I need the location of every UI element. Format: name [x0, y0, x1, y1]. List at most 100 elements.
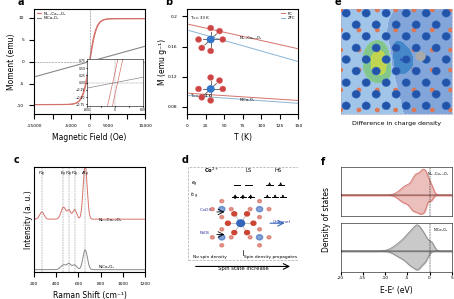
X-axis label: Raman Shift (cm⁻¹): Raman Shift (cm⁻¹) — [53, 291, 127, 299]
Circle shape — [430, 68, 435, 72]
Circle shape — [338, 28, 343, 32]
Circle shape — [257, 235, 263, 240]
Circle shape — [342, 9, 350, 17]
Circle shape — [338, 108, 343, 112]
Circle shape — [356, 48, 361, 52]
Legend: Ni₀.₇Co₂.₃O₄, NiCo₂O₄: Ni₀.₇Co₂.₃O₄, NiCo₂O₄ — [36, 11, 67, 21]
Text: $F_{2g}$: $F_{2g}$ — [38, 169, 45, 178]
Circle shape — [411, 8, 416, 12]
Text: NiCo₂O₄: NiCo₂O₄ — [434, 228, 449, 231]
Circle shape — [356, 8, 361, 12]
Circle shape — [448, 88, 453, 92]
Circle shape — [342, 102, 350, 110]
Circle shape — [430, 28, 435, 32]
Circle shape — [362, 102, 370, 110]
Circle shape — [448, 108, 453, 112]
Circle shape — [352, 21, 360, 29]
Text: $e_g$: $e_g$ — [191, 179, 197, 189]
Circle shape — [232, 231, 237, 235]
Circle shape — [382, 32, 390, 40]
Circle shape — [411, 48, 416, 52]
Text: f: f — [321, 157, 325, 167]
Circle shape — [226, 221, 230, 225]
Circle shape — [442, 79, 450, 87]
Circle shape — [258, 216, 262, 219]
Text: d: d — [182, 155, 189, 165]
Circle shape — [412, 44, 420, 52]
Circle shape — [442, 9, 450, 17]
Circle shape — [432, 67, 440, 75]
Circle shape — [352, 67, 360, 75]
Text: NiCo₂O₄: NiCo₂O₄ — [239, 98, 255, 103]
Circle shape — [342, 32, 350, 40]
Circle shape — [412, 21, 420, 29]
X-axis label: T (K): T (K) — [234, 133, 252, 143]
Text: No spin density: No spin density — [192, 255, 227, 259]
Text: b: b — [165, 0, 172, 7]
Text: HS: HS — [275, 168, 282, 173]
Circle shape — [267, 208, 271, 211]
Bar — [188, 167, 298, 260]
Text: NiO$_6$: NiO$_6$ — [199, 229, 211, 237]
Text: Spin density propagates: Spin density propagates — [244, 255, 297, 259]
Circle shape — [257, 207, 263, 212]
Circle shape — [432, 21, 440, 29]
Circle shape — [422, 79, 430, 87]
Circle shape — [392, 44, 400, 52]
Circle shape — [267, 236, 271, 239]
Circle shape — [372, 21, 380, 29]
Text: LS: LS — [245, 168, 252, 173]
Circle shape — [375, 28, 380, 32]
Text: $t_{2g}$: $t_{2g}$ — [190, 191, 198, 201]
Circle shape — [402, 102, 410, 110]
Circle shape — [432, 90, 440, 98]
Circle shape — [430, 8, 435, 12]
Circle shape — [393, 88, 398, 92]
Circle shape — [342, 56, 350, 63]
Circle shape — [430, 108, 435, 112]
Text: c: c — [14, 155, 20, 165]
Circle shape — [211, 236, 214, 239]
Circle shape — [382, 79, 390, 87]
Text: Difference in charge density: Difference in charge density — [352, 121, 441, 126]
Y-axis label: Moment (emu): Moment (emu) — [7, 33, 16, 90]
Circle shape — [362, 32, 370, 40]
Circle shape — [362, 79, 370, 87]
Circle shape — [248, 236, 252, 239]
Circle shape — [422, 32, 430, 40]
Circle shape — [382, 56, 390, 63]
Circle shape — [372, 67, 380, 75]
Circle shape — [412, 67, 420, 75]
Circle shape — [382, 102, 390, 110]
Circle shape — [422, 102, 430, 110]
Circle shape — [338, 48, 343, 52]
Circle shape — [402, 32, 410, 40]
Circle shape — [211, 208, 214, 211]
X-axis label: E-Eᶠ (eV): E-Eᶠ (eV) — [380, 286, 413, 295]
Circle shape — [411, 68, 416, 72]
Circle shape — [448, 8, 453, 12]
Circle shape — [356, 28, 361, 32]
Circle shape — [258, 244, 262, 247]
Circle shape — [442, 56, 450, 63]
Circle shape — [356, 88, 361, 92]
Circle shape — [352, 90, 360, 98]
Circle shape — [382, 9, 390, 17]
Circle shape — [338, 88, 343, 92]
Circle shape — [448, 68, 453, 72]
Text: Spin state increase: Spin state increase — [217, 266, 268, 271]
Circle shape — [402, 56, 410, 63]
Circle shape — [356, 68, 361, 72]
Circle shape — [229, 236, 233, 239]
Circle shape — [422, 9, 430, 17]
Text: Ni₀.₇Co₂.₃O₄: Ni₀.₇Co₂.₃O₄ — [239, 36, 262, 40]
Circle shape — [392, 90, 400, 98]
Circle shape — [375, 68, 380, 72]
Circle shape — [362, 56, 370, 63]
Text: $F_{2g}$: $F_{2g}$ — [71, 169, 79, 178]
Circle shape — [411, 108, 416, 112]
Circle shape — [442, 102, 450, 110]
Circle shape — [442, 32, 450, 40]
Circle shape — [448, 28, 453, 32]
Circle shape — [338, 68, 343, 72]
